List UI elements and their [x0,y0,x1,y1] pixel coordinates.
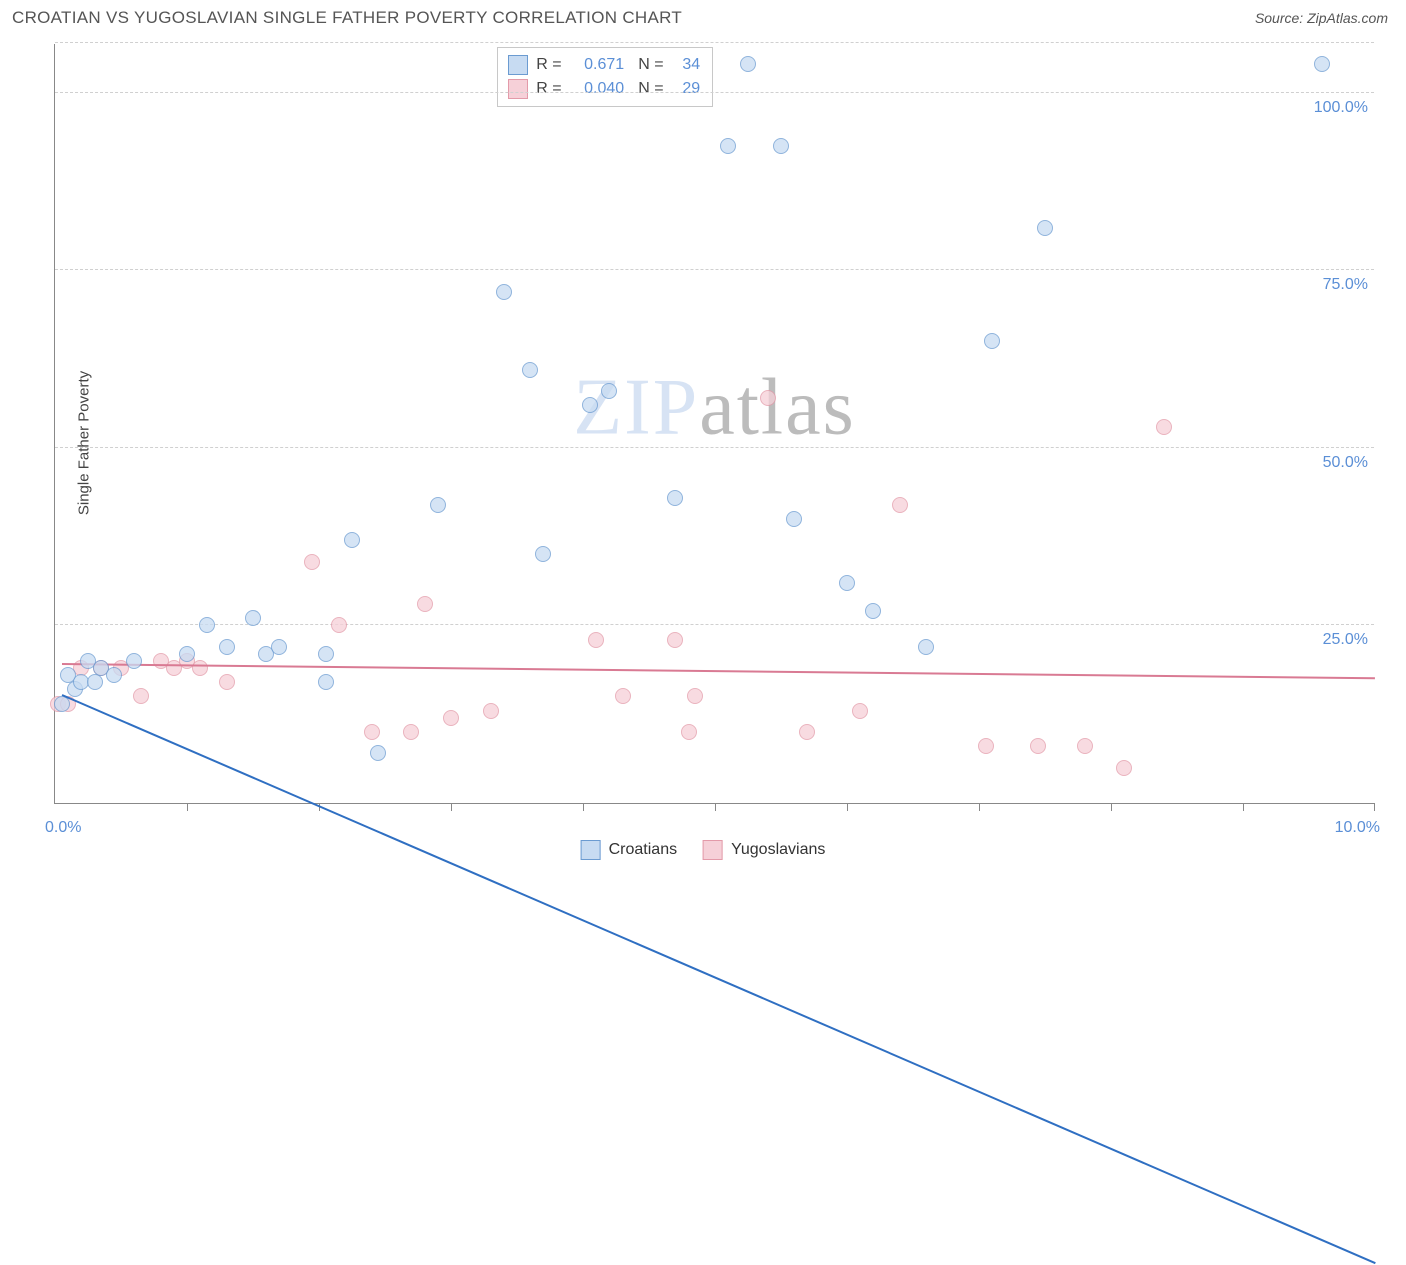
data-point [865,603,881,619]
data-point [219,639,235,655]
data-point [126,653,142,669]
data-point [483,703,499,719]
data-point [133,688,149,704]
x-tick [979,803,980,811]
data-point [984,333,1000,349]
data-point [370,745,386,761]
data-point [403,724,419,740]
x-tick [1374,803,1376,811]
trend-line [62,663,1375,679]
source-credit: Source: ZipAtlas.com [1255,10,1388,26]
chart-container: Single Father Poverty ZIPatlas R =0.671N… [18,38,1388,848]
data-point [106,667,122,683]
y-tick-label: 25.0% [1323,631,1368,649]
series-legend: Croatians Yugoslavians [581,816,826,884]
legend-row: R =0.040N =29 [508,77,700,101]
data-point [786,511,802,527]
data-point [799,724,815,740]
data-point [978,738,994,754]
data-point [496,284,512,300]
gridline [55,42,1374,43]
data-point [601,383,617,399]
data-point [615,688,631,704]
data-point [430,497,446,513]
data-point [839,575,855,591]
x-tick [1243,803,1244,811]
data-point [1077,738,1093,754]
data-point [364,724,380,740]
data-point [773,138,789,154]
legend-item: Croatians [581,840,677,860]
x-tick [451,803,452,811]
data-point [760,390,776,406]
x-tick [187,803,188,811]
data-point [582,397,598,413]
x-tick [1111,803,1112,811]
data-point [1037,220,1053,236]
data-point [318,674,334,690]
data-point [331,617,347,633]
data-point [535,546,551,562]
y-tick-label: 75.0% [1323,276,1368,294]
legend-label: Yugoslavians [731,841,825,859]
data-point [318,646,334,662]
data-point [681,724,697,740]
data-point [1314,56,1330,72]
legend-swatch [508,55,528,75]
legend-swatch [581,840,601,860]
data-point [1030,738,1046,754]
data-point [87,674,103,690]
data-point [918,639,934,655]
x-tick [847,803,848,811]
data-point [667,632,683,648]
legend-swatch [703,840,723,860]
data-point [720,138,736,154]
data-point [892,497,908,513]
data-point [740,56,756,72]
data-point [304,554,320,570]
data-point [245,610,261,626]
correlation-legend: R =0.671N =34R =0.040N =29 [497,47,713,107]
y-tick-label: 100.0% [1314,99,1368,117]
x-tick-label: 0.0% [45,819,81,837]
x-tick [715,803,716,811]
chart-title: CROATIAN VS YUGOSLAVIAN SINGLE FATHER PO… [12,8,682,28]
trend-line [61,694,1375,1264]
legend-item: Yugoslavians [703,840,825,860]
legend-row: R =0.671N =34 [508,53,700,77]
data-point [417,596,433,612]
data-point [667,490,683,506]
data-point [522,362,538,378]
data-point [852,703,868,719]
gridline [55,447,1374,448]
y-tick-label: 50.0% [1323,454,1368,472]
gridline [55,269,1374,270]
data-point [199,617,215,633]
data-point [179,646,195,662]
gridline [55,92,1374,93]
plot-area: ZIPatlas R =0.671N =34R =0.040N =29 25.0… [54,44,1374,804]
data-point [192,660,208,676]
data-point [443,710,459,726]
data-point [271,639,287,655]
legend-label: Croatians [609,841,677,859]
x-tick [583,803,584,811]
data-point [1116,760,1132,776]
data-point [219,674,235,690]
legend-swatch [508,79,528,99]
data-point [344,532,360,548]
x-tick-label: 10.0% [1335,819,1380,837]
data-point [1156,419,1172,435]
watermark: ZIPatlas [573,363,856,454]
data-point [687,688,703,704]
data-point [588,632,604,648]
